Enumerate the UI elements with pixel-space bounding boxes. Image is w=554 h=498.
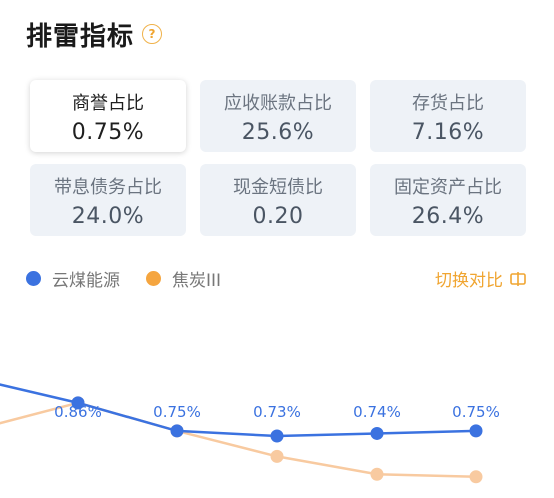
title-row: 排雷指标 ?: [26, 14, 163, 54]
series-line-company: [0, 383, 477, 438]
page-title: 排雷指标: [26, 21, 135, 52]
legend-dot: [26, 270, 41, 286]
series-point-company[interactable]: [270, 429, 284, 443]
metric-label: 带息债务占比: [54, 177, 162, 198]
metric-card-interest-debt[interactable]: 带息债务占比 24.0%: [30, 164, 186, 236]
metric-value: 0.75%: [71, 120, 145, 145]
metric-card-goodwill[interactable]: 商誉占比 0.75%: [30, 80, 186, 152]
data-label: 0.75%: [153, 403, 201, 421]
data-label: 0.73%: [253, 403, 301, 421]
metric-label: 商誉占比: [72, 93, 144, 114]
series-point-company[interactable]: [71, 396, 85, 410]
data-label: 0.75%: [452, 403, 500, 421]
metric-label: 应收账款占比: [224, 93, 332, 114]
series-point-industry[interactable]: [469, 470, 483, 484]
legend-label: 焦炭III: [172, 270, 222, 291]
metric-label: 固定资产占比: [394, 177, 502, 198]
legend-item-company[interactable]: 云煤能源: [26, 266, 120, 291]
metric-card-receivables[interactable]: 应收账款占比 25.6%: [200, 80, 356, 152]
legend-item-industry[interactable]: 焦炭III: [146, 266, 221, 291]
series-point-company[interactable]: [170, 424, 184, 438]
metric-value: 7.16%: [411, 120, 485, 145]
switch-compare-button[interactable]: 切换对比: [435, 266, 526, 291]
metric-value: 25.6%: [241, 120, 315, 145]
metric-label: 存货占比: [412, 93, 484, 114]
legend-dot: [146, 270, 161, 286]
metric-label: 现金短债比: [233, 177, 323, 198]
chart-legend: 云煤能源 焦炭III 切换对比: [26, 266, 526, 291]
series-point-industry[interactable]: [370, 467, 384, 481]
data-label: 0.86%: [54, 403, 102, 421]
series-point-company[interactable]: [469, 424, 483, 438]
series-line-industry: [0, 401, 477, 479]
help-icon[interactable]: ?: [142, 24, 163, 44]
metric-card-fixed-assets[interactable]: 固定资产占比 26.4%: [370, 164, 526, 236]
series-point-company[interactable]: [370, 426, 384, 440]
metric-value: 0.20: [252, 204, 304, 229]
switch-compare-label: 切换对比: [435, 271, 503, 291]
trend-chart: 0.86% 0.75% 0.73% 0.74% 0.75%: [0, 383, 500, 484]
metric-card-cash-short-debt[interactable]: 现金短债比 0.20: [200, 164, 356, 236]
series-point-industry[interactable]: [270, 449, 284, 463]
legend-label: 云煤能源: [52, 270, 120, 291]
metric-card-inventory[interactable]: 存货占比 7.16%: [370, 80, 526, 152]
data-label: 0.74%: [353, 403, 401, 421]
metric-value: 24.0%: [71, 204, 145, 229]
metric-value: 26.4%: [411, 204, 485, 229]
switch-icon: [510, 271, 526, 287]
